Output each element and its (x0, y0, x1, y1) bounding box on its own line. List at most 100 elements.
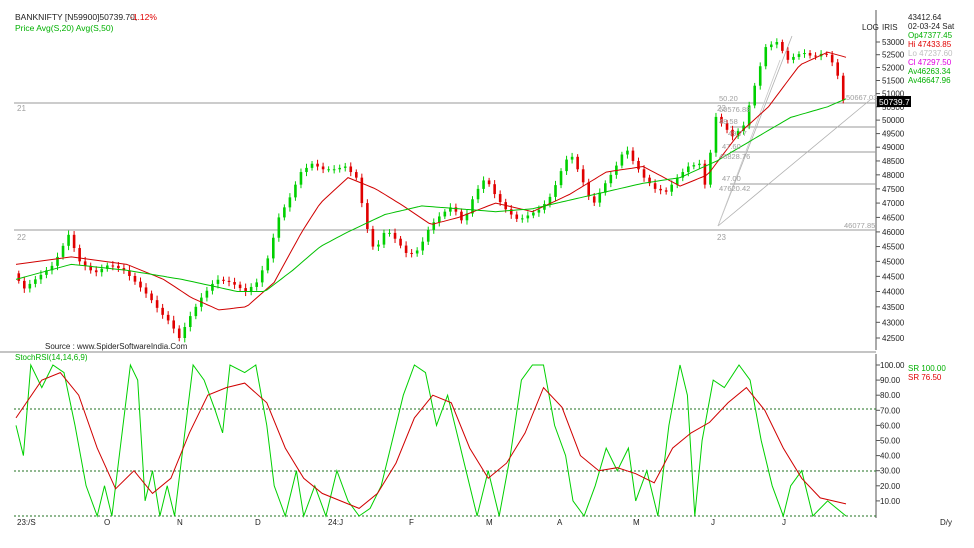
candle-body (45, 270, 48, 275)
price-tick-label: 51000 (882, 90, 905, 99)
x-axis-label: 23:/S (17, 518, 36, 527)
candle-body (61, 245, 65, 257)
candle-body (725, 123, 729, 130)
candle-body (664, 190, 668, 192)
candle-body (565, 159, 568, 172)
candle-body (260, 270, 264, 283)
candle-body (770, 44, 773, 48)
price-tick-label: 53000 (882, 38, 905, 47)
candle-body (515, 214, 519, 219)
candle-body (587, 182, 590, 197)
candle-body (294, 184, 297, 198)
candle-body (559, 171, 563, 186)
x-ticks-group: 23:/S O N D 24:J F M A M J J D/y (17, 518, 952, 527)
candle-body (775, 42, 779, 45)
x-axis-label: N (177, 518, 183, 527)
candle-body (493, 184, 496, 195)
price-tick-label: 46000 (882, 228, 905, 237)
candle-body (404, 245, 408, 253)
price-tick-label: 43500 (882, 303, 905, 312)
candle-body (675, 177, 679, 185)
candle-body (393, 232, 397, 239)
candle-body (803, 53, 806, 55)
scale-iris-button[interactable]: IRIS (882, 23, 898, 32)
price-tick-label: 52000 (882, 64, 905, 73)
info-date: 02-03-24 Sat (908, 22, 955, 31)
candle-body (532, 212, 535, 216)
candle-body (305, 167, 308, 173)
info-avg1: Av46263.34 (908, 67, 951, 76)
candle-body (360, 177, 364, 204)
candle-body (576, 156, 579, 170)
x-axis-label: F (409, 518, 414, 527)
candle-body (23, 280, 26, 289)
candle-body (106, 265, 109, 269)
price-tick-label: 44000 (882, 287, 905, 296)
candle-body (736, 130, 740, 137)
x-axis-label: O (104, 518, 110, 527)
candle-body (487, 180, 491, 185)
candle-body (321, 166, 325, 170)
avg20-line (15, 51, 847, 311)
stoch-tick-label: 70.00 (880, 406, 901, 415)
stoch-group (15, 363, 847, 518)
candle-body (94, 270, 98, 273)
price-tick-label: 51500 (882, 76, 905, 85)
stoch-tick-label: 80.00 (880, 391, 901, 400)
source-label: Source : www.SpiderSoftwareIndia.Com (45, 342, 188, 351)
candle-body (786, 50, 790, 60)
candle-body (764, 47, 768, 67)
candle-body (183, 327, 187, 338)
y-ticks-group: 42500 43000 43500 44000 44500 45000 45500 46000… (876, 38, 905, 506)
candle-body (626, 150, 629, 155)
candle-body (526, 215, 530, 219)
last-price-text: 50739.7 (879, 97, 910, 107)
candle-body (249, 286, 253, 292)
candle-body (703, 163, 707, 185)
candle-body (836, 62, 839, 76)
year-marker: 23 (717, 104, 726, 113)
stoch-tick-label: 40.00 (880, 452, 901, 461)
stoch-sr2: SR 76.50 (908, 373, 942, 382)
x-axis-label: A (557, 518, 563, 527)
candle-body (471, 199, 474, 214)
info-high: Hi 47433.85 (908, 40, 952, 49)
symbol-title: BANKNIFTY [N59900]50739.70, (15, 12, 137, 22)
candle-body (244, 288, 247, 292)
candle-body (283, 207, 286, 218)
stoch-label: StochRSI(14,14,6,9) (15, 353, 88, 362)
candle-body (670, 184, 673, 192)
price-tick-label: 49000 (882, 143, 905, 152)
candle-body (449, 207, 452, 212)
year-marker: 23 (717, 233, 726, 242)
stoch-tick-label: 90.00 (880, 376, 901, 385)
candle-body (476, 188, 480, 200)
candle-body (277, 217, 281, 238)
candle-body (465, 213, 469, 221)
candles-group (17, 38, 845, 343)
candle-body (34, 279, 37, 284)
candle-body (349, 166, 353, 173)
x-axis-label: 24:J (328, 518, 343, 527)
candle-body (698, 163, 701, 166)
annotation-label: 50576.88 (719, 105, 750, 114)
candle-body (67, 234, 70, 246)
candle-body (238, 284, 242, 289)
fan-line (717, 99, 871, 227)
candle-body (642, 169, 646, 178)
candle-body (570, 156, 574, 160)
x-axis-label: M (486, 518, 493, 527)
candle-body (521, 218, 524, 220)
candle-body (128, 270, 131, 276)
candle-body (543, 204, 546, 210)
annotation-label: 50667.03 (846, 93, 877, 102)
candle-body (421, 241, 424, 251)
candle-body (454, 207, 458, 212)
candle-body (399, 238, 402, 246)
candle-body (150, 293, 153, 301)
candle-body (89, 265, 92, 271)
price-tick-label: 48500 (882, 157, 905, 166)
x-axis-label: D/y (940, 518, 952, 527)
scale-log-button[interactable]: LOG (862, 23, 879, 32)
